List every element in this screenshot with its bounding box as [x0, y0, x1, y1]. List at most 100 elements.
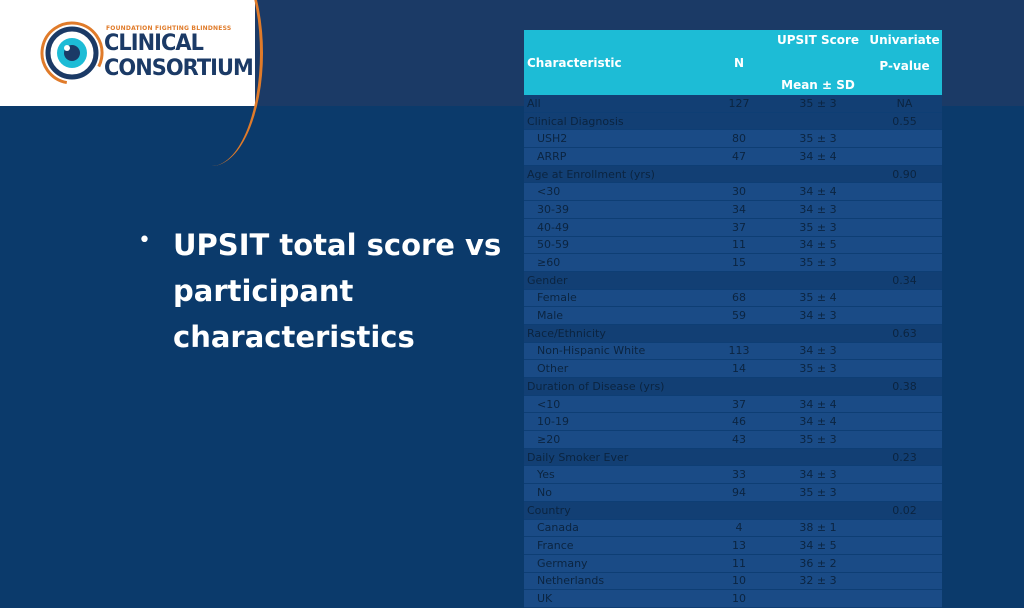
- row-score: 34 ± 3: [769, 306, 867, 325]
- row-pvalue: [867, 519, 942, 538]
- row-label: 10-19: [524, 412, 709, 432]
- row-label: Duration of Disease (yrs): [524, 377, 709, 396]
- row-score: 34 ± 5: [769, 236, 867, 255]
- row-label: ARRP: [524, 147, 709, 166]
- table-row: Yes 33 34 ± 3: [524, 465, 942, 485]
- row-pvalue: [867, 289, 942, 308]
- row-score: 35 ± 3: [769, 95, 867, 113]
- header-upsit-score: UPSIT Score Mean ± SD: [769, 30, 867, 95]
- row-pvalue: [867, 412, 942, 432]
- header-upsit-score-top: UPSIT Score: [776, 33, 860, 47]
- row-pvalue: [867, 342, 942, 361]
- table-row: ≥20 43 35 ± 3: [524, 430, 942, 449]
- row-pvalue: [867, 147, 942, 166]
- row-score: 36 ± 2: [769, 554, 867, 573]
- row-pvalue: [867, 200, 942, 219]
- row-score: [769, 324, 867, 343]
- row-score: 34 ± 4: [769, 182, 867, 202]
- header-upsit-score-bottom: Mean ± SD: [781, 78, 855, 92]
- table-body: All 127 35 ± 3 NA Clinical Diagnosis 0.55 USH2…: [524, 95, 942, 608]
- row-n: [709, 448, 769, 467]
- row-score: 34 ± 3: [769, 342, 867, 361]
- row-n: 46: [709, 412, 769, 432]
- table-row: Daily Smoker Ever 0.23: [524, 448, 942, 467]
- row-pvalue: [867, 236, 942, 255]
- row-label: No: [524, 483, 709, 502]
- row-label: Country: [524, 501, 709, 520]
- row-pvalue: 0.55: [867, 112, 942, 131]
- row-label: <10: [524, 395, 709, 414]
- row-label: France: [524, 536, 709, 555]
- row-pvalue: 0.63: [867, 324, 942, 343]
- table-row: Germany 11 36 ± 2: [524, 554, 942, 573]
- row-score: 35 ± 3: [769, 359, 867, 378]
- row-label: Non-Hispanic White: [524, 342, 709, 361]
- row-pvalue: [867, 129, 942, 149]
- table-header-row: Characteristic N UPSIT Score Mean ± SD U…: [524, 30, 942, 95]
- row-n: 10: [709, 589, 769, 608]
- row-label: USH2: [524, 129, 709, 149]
- row-n: 80: [709, 129, 769, 149]
- row-pvalue: [867, 395, 942, 414]
- row-score: 35 ± 4: [769, 289, 867, 308]
- row-score: [769, 448, 867, 467]
- row-label: Germany: [524, 554, 709, 573]
- row-score: [769, 271, 867, 290]
- row-score: 35 ± 3: [769, 218, 867, 237]
- row-score: 34 ± 4: [769, 412, 867, 432]
- row-label: Daily Smoker Ever: [524, 448, 709, 467]
- row-n: 13: [709, 536, 769, 555]
- row-pvalue: [867, 218, 942, 237]
- row-score: 35 ± 3: [769, 430, 867, 449]
- row-label: Yes: [524, 465, 709, 485]
- logo: FOUNDATION FIGHTING BLINDNESS CLINICAL C…: [0, 0, 263, 166]
- table-row: Male 59 34 ± 3: [524, 306, 942, 325]
- row-score: [769, 501, 867, 520]
- table-row: Canada 4 38 ± 1: [524, 519, 942, 538]
- results-table-container: Characteristic N UPSIT Score Mean ± SD U…: [524, 30, 942, 608]
- table-row: France 13 34 ± 5: [524, 536, 942, 555]
- header-pvalue: Univariate P-value: [867, 30, 942, 95]
- row-n: 37: [709, 218, 769, 237]
- row-n: [709, 165, 769, 184]
- row-score: [769, 165, 867, 184]
- table-row: Country 0.02: [524, 501, 942, 520]
- logo-line-clinical: CLINICAL: [104, 31, 204, 56]
- table-row: USH2 80 35 ± 3: [524, 129, 942, 149]
- row-score: 35 ± 3: [769, 253, 867, 272]
- table-row: Other 14 35 ± 3: [524, 359, 942, 378]
- header-pvalue-bottom: P-value: [879, 59, 930, 73]
- row-score: 34 ± 3: [769, 200, 867, 219]
- row-label: ≥60: [524, 253, 709, 272]
- table-row: 10-19 46 34 ± 4: [524, 412, 942, 432]
- table-row: Clinical Diagnosis 0.55: [524, 112, 942, 131]
- row-n: 11: [709, 236, 769, 255]
- row-n: 11: [709, 554, 769, 573]
- row-n: 37: [709, 395, 769, 414]
- row-score: 34 ± 3: [769, 465, 867, 485]
- row-n: 43: [709, 430, 769, 449]
- row-n: 34: [709, 200, 769, 219]
- row-n: 68: [709, 289, 769, 308]
- table-row: Female 68 35 ± 4: [524, 289, 942, 308]
- row-pvalue: [867, 359, 942, 378]
- row-score: [769, 112, 867, 131]
- row-pvalue: [867, 589, 942, 608]
- row-n: 94: [709, 483, 769, 502]
- table-row: <10 37 34 ± 4: [524, 395, 942, 414]
- row-pvalue: [867, 306, 942, 325]
- row-pvalue: 0.34: [867, 271, 942, 290]
- results-table: Characteristic N UPSIT Score Mean ± SD U…: [524, 30, 942, 608]
- row-score: 34 ± 4: [769, 395, 867, 414]
- row-label: Female: [524, 289, 709, 308]
- row-score: 35 ± 3: [769, 483, 867, 502]
- row-pvalue: [867, 430, 942, 449]
- row-label: 40-49: [524, 218, 709, 237]
- row-pvalue: [867, 483, 942, 502]
- table-row: ARRP 47 34 ± 4: [524, 147, 942, 166]
- row-label: All: [524, 95, 709, 113]
- table-row: Duration of Disease (yrs) 0.38: [524, 377, 942, 396]
- row-label: Gender: [524, 271, 709, 290]
- row-pvalue: [867, 253, 942, 272]
- logo-line-consortium: CONSORTIUM: [104, 56, 254, 81]
